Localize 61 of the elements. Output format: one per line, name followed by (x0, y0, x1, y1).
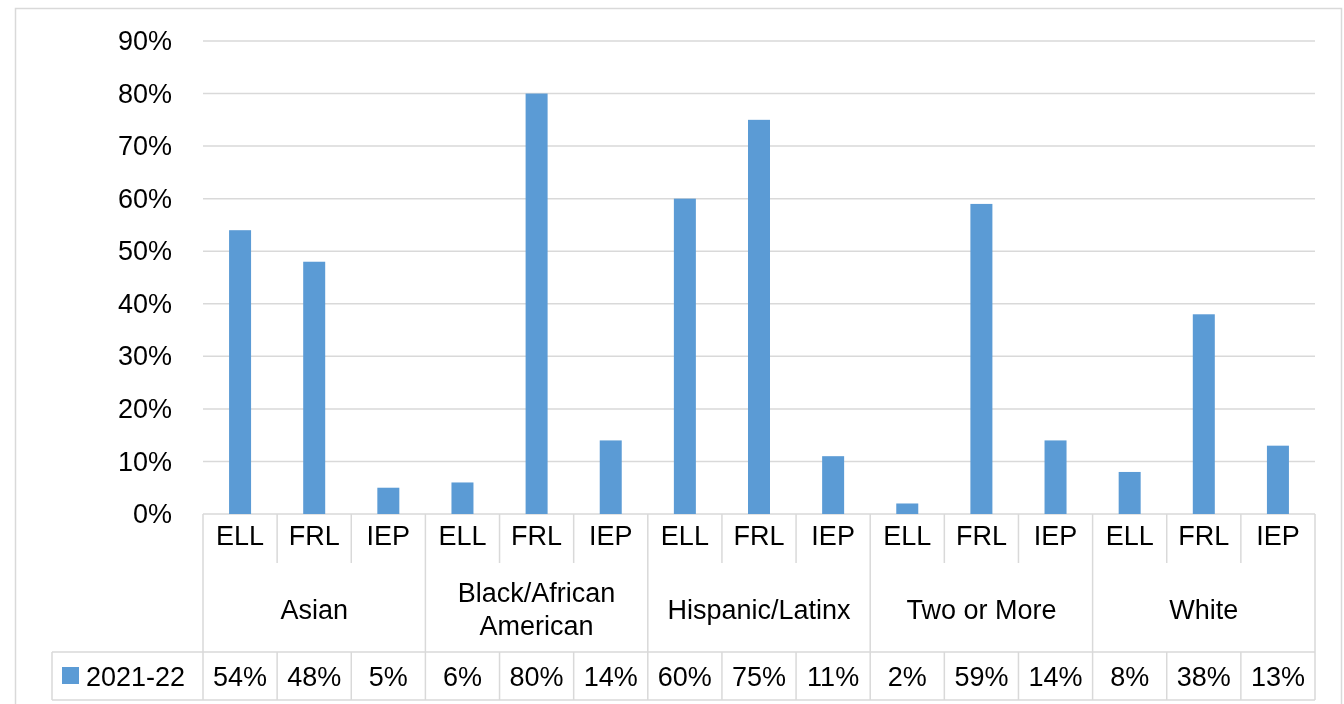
x-tick-label: FRL (1178, 521, 1230, 552)
bar (1192, 314, 1215, 514)
x-tick-label: IEP (366, 521, 411, 552)
x-tick-label: ELL (660, 521, 709, 552)
y-tick-label: 40% (117, 288, 172, 319)
bar (970, 203, 993, 514)
data-label: 75% (731, 662, 787, 692)
bar (525, 93, 548, 514)
data-label: 48% (287, 662, 342, 692)
data-label: 2% (887, 662, 927, 692)
y-tick-label: 90% (117, 26, 172, 57)
data-label: 14% (583, 662, 638, 692)
x-tick-label: FRL (511, 521, 563, 552)
x-tick-label: ELL (883, 521, 932, 552)
y-tick-label: 50% (117, 236, 172, 267)
y-tick-label: 10% (117, 446, 172, 477)
y-tick-label: 30% (117, 341, 172, 372)
x-tick-label: ELL (438, 521, 487, 552)
bar (229, 230, 252, 514)
bar (673, 198, 696, 514)
bar (1118, 471, 1141, 514)
y-tick-label: 0% (132, 499, 172, 530)
data-label: 5% (368, 662, 408, 692)
y-tick-label: 20% (117, 394, 172, 425)
text: Hispanic/Latinx (667, 594, 852, 625)
bar (1044, 440, 1067, 514)
x-tick-label: IEP (1033, 521, 1078, 552)
data-label: 11% (807, 662, 860, 692)
data-label: 13% (1250, 662, 1305, 692)
data-label: 8% (1110, 662, 1150, 692)
text: Asian (280, 594, 348, 625)
y-tick-label: 80% (117, 78, 172, 109)
y-tick-label: 60% (117, 183, 172, 214)
bar (599, 440, 622, 514)
x-tick-label: FRL (955, 521, 1007, 552)
x-tick-label: FRL (288, 521, 340, 552)
data-label: 14% (1028, 662, 1083, 692)
bar (451, 482, 474, 514)
data-label: 6% (442, 662, 482, 692)
data-label: 60% (657, 662, 712, 692)
x-tick-label: ELL (1105, 521, 1154, 552)
bar (303, 261, 326, 514)
y-tick-label: 70% (117, 131, 172, 162)
text: Two or More (906, 594, 1057, 625)
x-tick-label: IEP (1256, 521, 1300, 552)
bar (1266, 445, 1289, 514)
bar (748, 119, 770, 514)
data-label: 59% (954, 662, 1009, 692)
bar (822, 456, 845, 514)
bar (377, 487, 400, 514)
legend-label: 2021-22 (86, 662, 186, 692)
x-tick-label: ELL (216, 521, 265, 552)
x-tick-label: IEP (811, 521, 855, 552)
x-tick-label: IEP (588, 521, 633, 552)
data-label: 80% (509, 662, 564, 692)
data-label: 54% (213, 662, 268, 692)
text: Black/African American (457, 578, 616, 641)
data-label: 38% (1176, 662, 1231, 692)
bar (896, 503, 919, 514)
x-tick-label: FRL (733, 521, 785, 552)
text: White (1169, 594, 1239, 625)
